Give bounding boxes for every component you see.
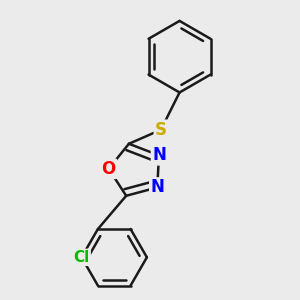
- Text: N: N: [152, 146, 166, 164]
- Text: S: S: [155, 121, 167, 139]
- Text: O: O: [101, 160, 116, 178]
- Text: Cl: Cl: [74, 250, 90, 265]
- Text: N: N: [150, 178, 164, 196]
